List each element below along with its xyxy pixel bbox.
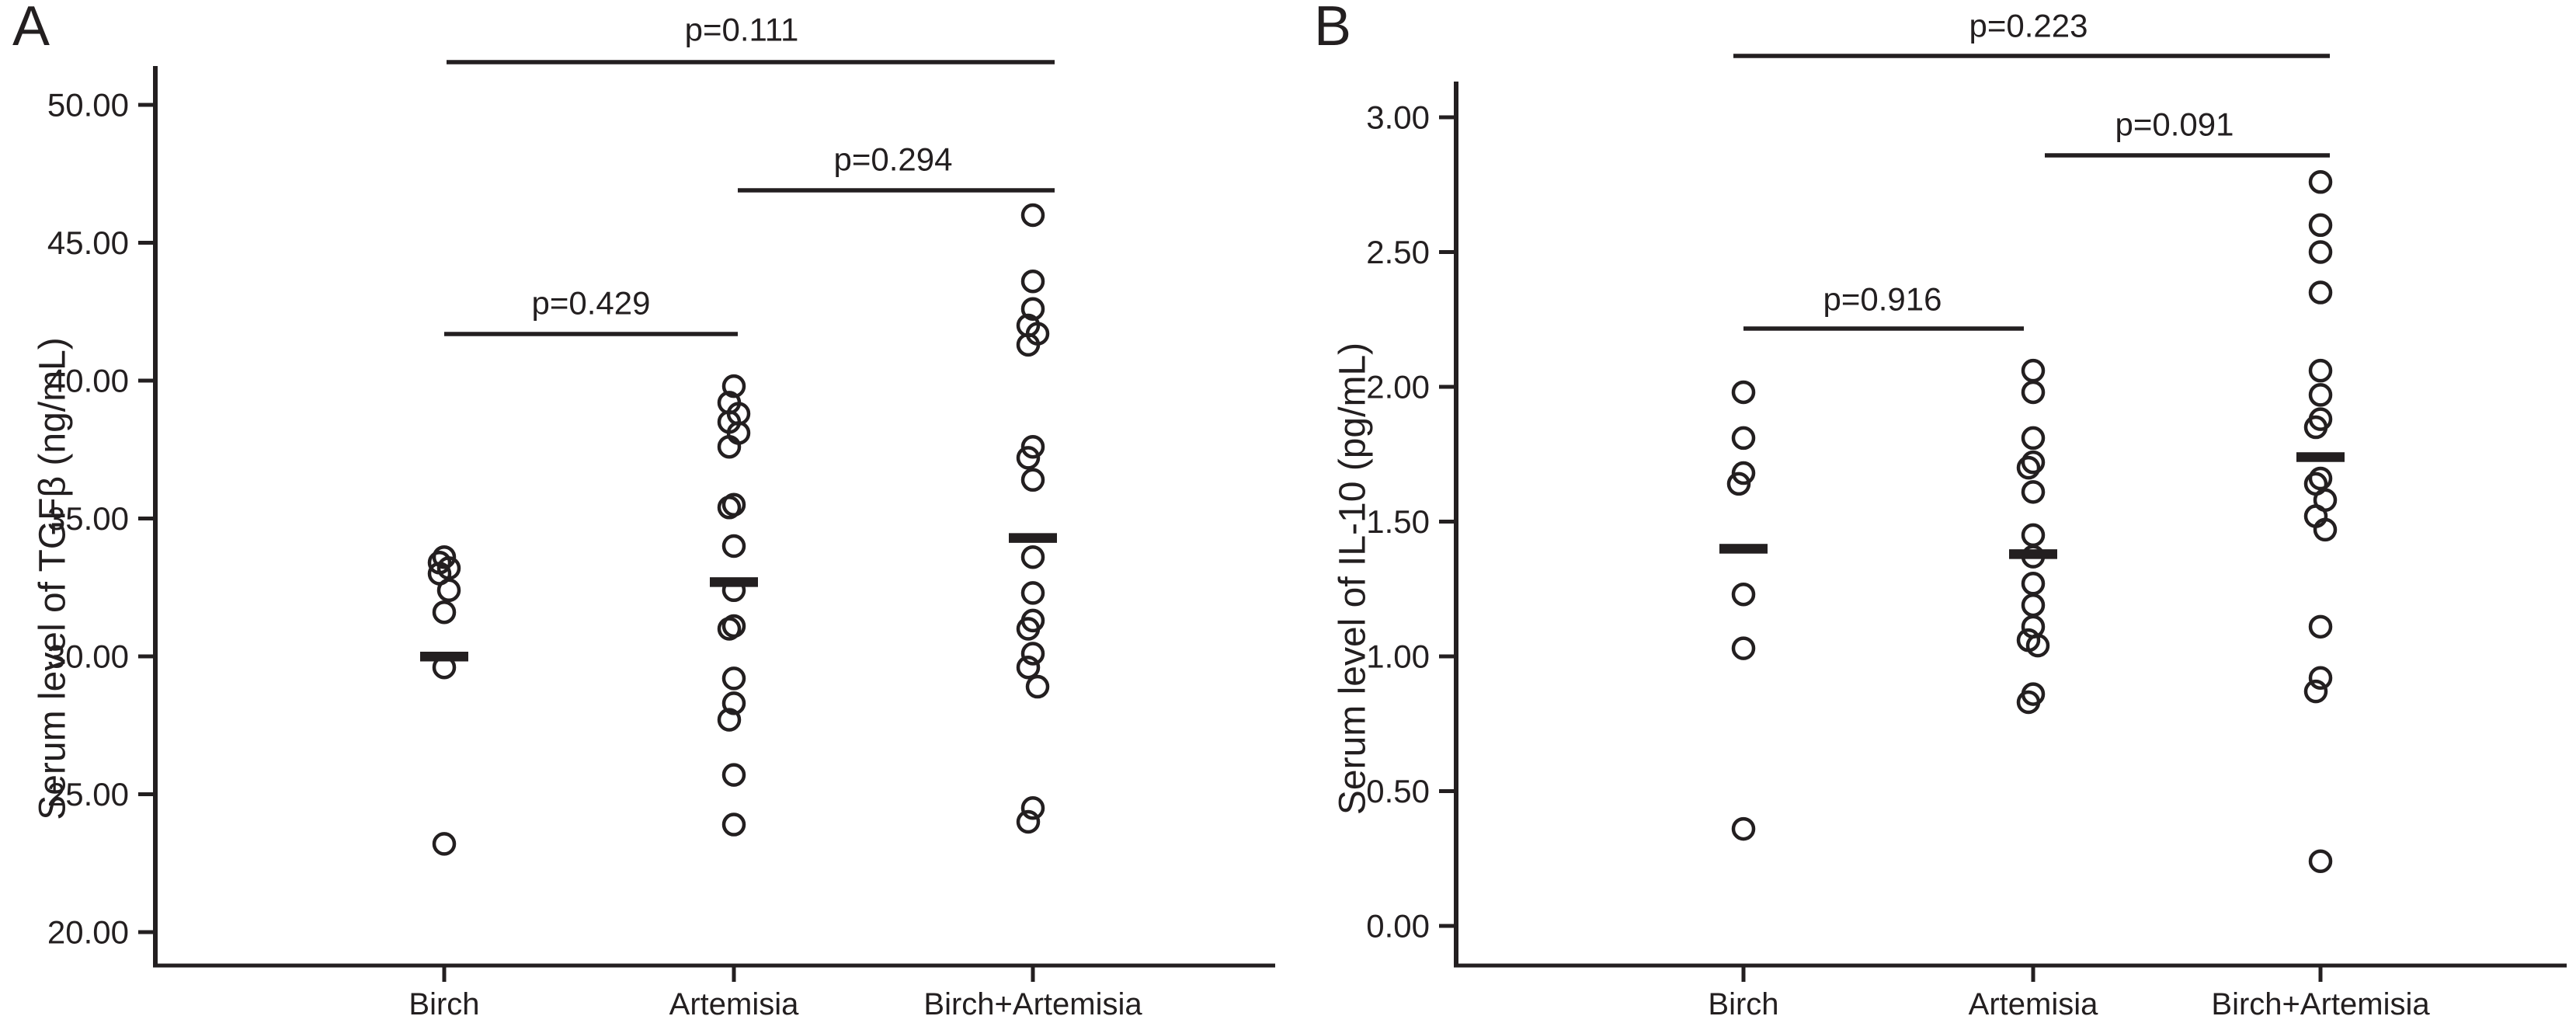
data-point — [2016, 455, 2041, 480]
panel-b-category-label: Birch+Artemisia — [2211, 987, 2430, 1021]
data-point — [2313, 517, 2338, 542]
data-point — [1726, 471, 1751, 496]
data-point — [717, 617, 742, 641]
panel-a-y-tick-label: 50.00 — [47, 87, 129, 124]
data-point — [721, 812, 746, 837]
data-point — [1731, 636, 1756, 660]
significance-label: p=0.091 — [2115, 106, 2234, 143]
data-point — [2021, 572, 2046, 596]
panel-b-y-tick-label: 0.50 — [1366, 773, 1430, 809]
data-point — [717, 708, 742, 732]
data-point — [1731, 426, 1756, 451]
panel-b-y-tick-label: 1.50 — [1366, 503, 1430, 540]
data-point — [1025, 674, 1050, 699]
data-point — [1016, 809, 1041, 834]
data-point — [717, 434, 742, 459]
data-point — [721, 666, 746, 691]
panel-b-y-tick-label: 3.00 — [1366, 99, 1430, 136]
data-point — [1020, 796, 1045, 820]
data-point — [2016, 690, 2041, 715]
data-point — [2308, 849, 2333, 873]
panel-b-y-tick-label: 1.00 — [1366, 639, 1430, 675]
median-bar — [710, 577, 758, 587]
panel-b-category-label: Artemisia — [1969, 987, 2098, 1021]
data-point — [1731, 461, 1756, 485]
panel-a-category-label: Birch — [408, 987, 479, 1021]
significance-label: p=0.916 — [1823, 281, 1942, 318]
panel-a-y-tick-label: 30.00 — [47, 639, 129, 675]
data-point — [2308, 170, 2333, 194]
panel-a-category-label: Artemisia — [669, 987, 799, 1021]
data-point — [2303, 679, 2328, 704]
data-point — [2308, 666, 2333, 691]
data-point — [2021, 380, 2046, 405]
median-bar — [420, 652, 468, 662]
data-point — [1016, 617, 1041, 641]
significance-label: p=0.111 — [685, 12, 799, 48]
data-point — [2308, 213, 2333, 238]
data-point — [1731, 816, 1756, 841]
data-point — [2308, 614, 2333, 639]
data-point — [1020, 203, 1045, 228]
data-point — [1731, 380, 1756, 405]
median-bar — [2009, 549, 2057, 559]
data-point — [2025, 633, 2050, 658]
panel-a-y-tick-label: 35.00 — [47, 500, 129, 537]
data-point — [2021, 450, 2046, 475]
significance-label: p=0.294 — [834, 141, 953, 178]
data-point — [721, 374, 746, 398]
data-point — [1020, 545, 1045, 569]
data-point — [2021, 426, 2046, 451]
significance-label: p=0.223 — [1969, 8, 2088, 44]
median-bar — [1009, 533, 1057, 543]
data-point — [1731, 582, 1756, 607]
data-point — [1020, 468, 1045, 492]
data-point — [2308, 280, 2333, 304]
panel-a-y-tick-label: 25.00 — [47, 776, 129, 812]
median-bar — [2296, 452, 2345, 462]
panel-a-category-label: Birch+Artemisia — [923, 987, 1142, 1021]
panel-a-y-tick-label: 20.00 — [47, 914, 129, 951]
data-point — [721, 534, 746, 558]
data-point — [2308, 358, 2333, 383]
data-point — [1016, 655, 1041, 680]
data-point — [436, 578, 461, 603]
panel-a-y-tick-label: 45.00 — [47, 224, 129, 261]
panel-b-y-tick-label: 2.50 — [1366, 234, 1430, 270]
data-point — [1016, 446, 1041, 470]
panel-b-y-tick-label: 0.00 — [1366, 908, 1430, 945]
data-point — [432, 600, 457, 625]
data-point — [2021, 523, 2046, 548]
data-point — [1020, 581, 1045, 605]
data-point — [717, 496, 742, 520]
panel-a-letter: A — [12, 0, 50, 57]
data-point — [2021, 358, 2046, 383]
panel-b-category-label: Birch — [1708, 987, 1778, 1021]
data-point — [2021, 480, 2046, 504]
data-point — [432, 832, 457, 856]
data-point — [721, 763, 746, 787]
data-point — [2308, 466, 2333, 491]
data-point — [1016, 332, 1041, 357]
median-bar — [1719, 544, 1768, 554]
panel-b-letter: B — [1314, 0, 1352, 57]
data-point — [1020, 269, 1045, 294]
data-point — [2021, 614, 2046, 639]
panel-a-y-tick-label: 40.00 — [47, 363, 129, 399]
data-point — [2303, 415, 2328, 440]
data-point — [2308, 240, 2333, 264]
data-point — [721, 691, 746, 715]
data-point — [2021, 593, 2046, 618]
data-point — [1020, 434, 1045, 459]
data-point — [432, 545, 457, 569]
panel-b-y-tick-label: 2.00 — [1366, 369, 1430, 405]
data-point — [2308, 383, 2333, 407]
significance-label: p=0.429 — [532, 285, 651, 322]
data-point — [1020, 642, 1045, 666]
data-point — [1020, 297, 1045, 321]
